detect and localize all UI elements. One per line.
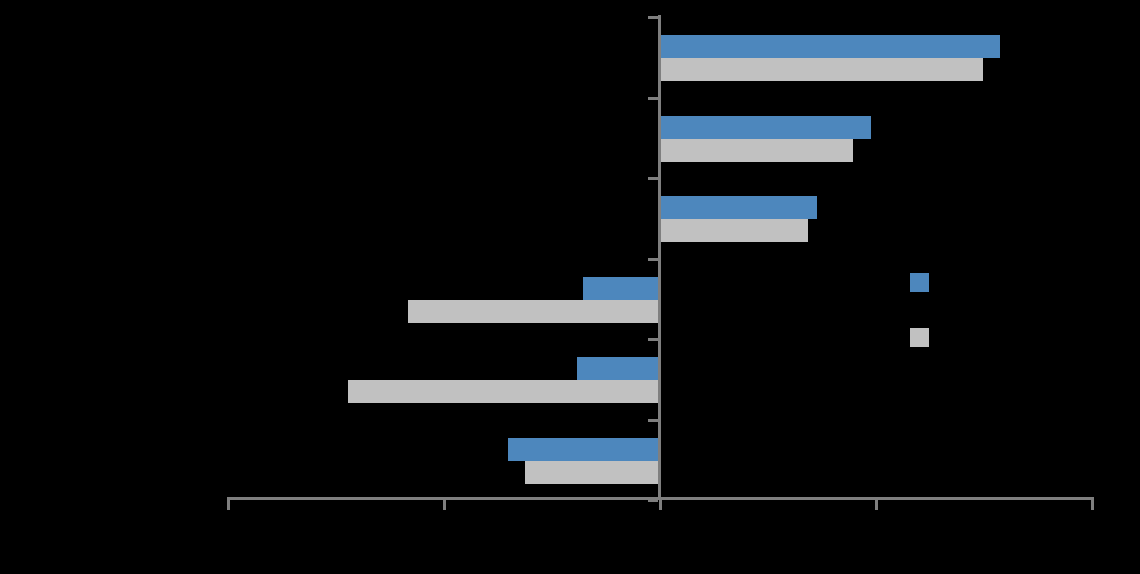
legend-swatch-gray	[910, 328, 929, 347]
bar-gray-cat6	[525, 461, 659, 484]
y-axis-line	[658, 15, 661, 500]
y-axis-tick	[648, 97, 658, 100]
bar-blue-cat4	[583, 277, 659, 300]
x-axis-tick	[227, 497, 230, 510]
y-axis-tick	[648, 177, 658, 180]
bar-blue-cat1	[659, 35, 1000, 58]
bar-blue-cat6	[508, 438, 659, 461]
x-axis-tick	[659, 497, 662, 510]
y-axis-tick	[648, 258, 658, 261]
bar-gray-cat4	[408, 300, 659, 323]
bar-gray-cat2	[659, 139, 853, 162]
legend-swatch-blue	[910, 273, 929, 292]
bar-blue-cat5	[577, 357, 659, 380]
x-axis-tick	[875, 497, 878, 510]
bar-gray-cat1	[659, 58, 983, 81]
bar-gray-cat3	[659, 219, 808, 242]
bar-gray-cat5	[348, 380, 659, 403]
x-axis-tick	[443, 497, 446, 510]
bar-blue-cat2	[659, 116, 871, 139]
y-axis-tick	[648, 419, 658, 422]
y-axis-tick	[648, 499, 658, 502]
bar-blue-cat3	[659, 196, 817, 219]
y-axis-tick	[648, 16, 658, 19]
y-axis-tick	[648, 338, 658, 341]
x-axis-tick	[1091, 497, 1094, 510]
